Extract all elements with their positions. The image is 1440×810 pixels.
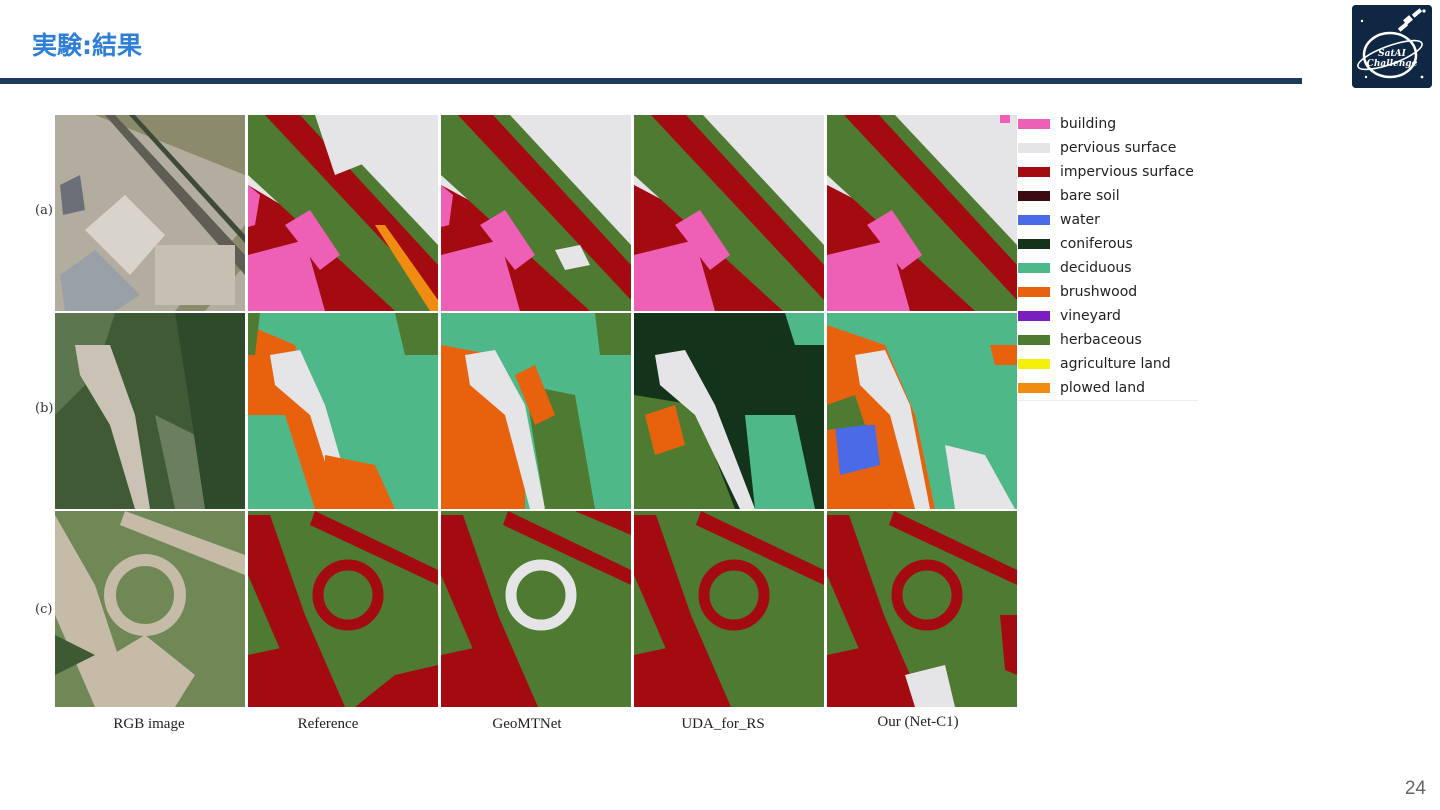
legend-label: deciduous xyxy=(1060,260,1132,276)
legend-item-impervious-surface: impervious surface xyxy=(1018,161,1194,183)
legend-swatch xyxy=(1018,263,1050,273)
legend-swatch xyxy=(1018,335,1050,345)
col-label-rgb: RGB image xyxy=(113,716,185,732)
tile-b-reference xyxy=(248,313,438,509)
legend-divider xyxy=(1018,400,1198,401)
legend-item-bare-soil: bare soil xyxy=(1018,185,1120,207)
legend-label: pervious surface xyxy=(1060,140,1177,156)
col-label-geomtnet: GeoMTNet xyxy=(492,716,562,732)
legend-label: brushwood xyxy=(1060,284,1138,300)
tile-a-ours xyxy=(827,115,1017,311)
legend-swatch xyxy=(1018,167,1050,177)
legend-item-agriculture-land: agriculture land xyxy=(1018,353,1171,375)
legend-label: vineyard xyxy=(1060,308,1121,324)
page-number: 24 xyxy=(1404,778,1426,799)
tile-c-ours xyxy=(827,511,1017,707)
tile-c-rgb xyxy=(55,511,245,707)
legend-label: building xyxy=(1060,116,1117,132)
legend-label: water xyxy=(1060,212,1100,228)
tile-b-geomtnet xyxy=(441,313,631,509)
legend-item-water: water xyxy=(1018,209,1100,231)
slide-title: 実験:結果 xyxy=(32,31,142,60)
results-figure xyxy=(55,115,1017,707)
legend-item-building: building xyxy=(1018,113,1116,135)
legend-label: agriculture land xyxy=(1060,356,1171,372)
tile-b-uda xyxy=(634,313,824,509)
row-label-b: (b) xyxy=(35,401,54,416)
row-label-a: (a) xyxy=(35,203,53,218)
legend-swatch xyxy=(1018,143,1050,153)
tile-a-reference xyxy=(248,115,438,311)
legend-label: bare soil xyxy=(1060,188,1120,204)
tile-c-reference xyxy=(248,511,438,707)
legend-item-vineyard: vineyard xyxy=(1018,305,1121,327)
legend-label: impervious surface xyxy=(1060,164,1194,180)
tile-b-ours xyxy=(827,313,1017,509)
legend-swatch xyxy=(1018,239,1050,249)
legend-item-brushwood: brushwood xyxy=(1018,281,1137,303)
tile-c-uda xyxy=(634,511,824,707)
legend-swatch xyxy=(1018,359,1050,369)
tile-b-rgb xyxy=(55,313,245,509)
col-label-ours: Our (Net-C1) xyxy=(877,714,959,730)
legend-swatch xyxy=(1018,287,1050,297)
legend-item-herbaceous: herbaceous xyxy=(1018,329,1142,351)
logo-text: SatAI Challenge xyxy=(1366,49,1418,69)
legend-label: coniferous xyxy=(1060,236,1133,252)
legend-item-deciduous: deciduous xyxy=(1018,257,1132,279)
row-label-c: (c) xyxy=(35,602,53,617)
legend-label: herbaceous xyxy=(1060,332,1142,348)
legend-item-pervious-surface: pervious surface xyxy=(1018,137,1176,159)
satellite-icon xyxy=(1352,5,1432,88)
legend-swatch xyxy=(1018,383,1050,393)
title-divider xyxy=(0,78,1302,84)
tile-a-geomtnet xyxy=(441,115,631,311)
legend-swatch xyxy=(1018,311,1050,321)
legend-swatch xyxy=(1018,119,1050,129)
tile-a-rgb xyxy=(55,115,245,311)
legend-swatch xyxy=(1018,215,1050,225)
legend-label: plowed land xyxy=(1060,380,1145,396)
col-label-uda: UDA_for_RS xyxy=(681,716,765,732)
legend-item-coniferous: coniferous xyxy=(1018,233,1133,255)
legend-swatch xyxy=(1018,191,1050,201)
tile-a-uda xyxy=(634,115,824,311)
satai-logo: SatAI Challenge xyxy=(1352,5,1432,88)
legend-item-plowed-land: plowed land xyxy=(1018,377,1145,399)
col-label-reference: Reference xyxy=(297,716,359,732)
tile-c-geomtnet xyxy=(441,511,631,707)
